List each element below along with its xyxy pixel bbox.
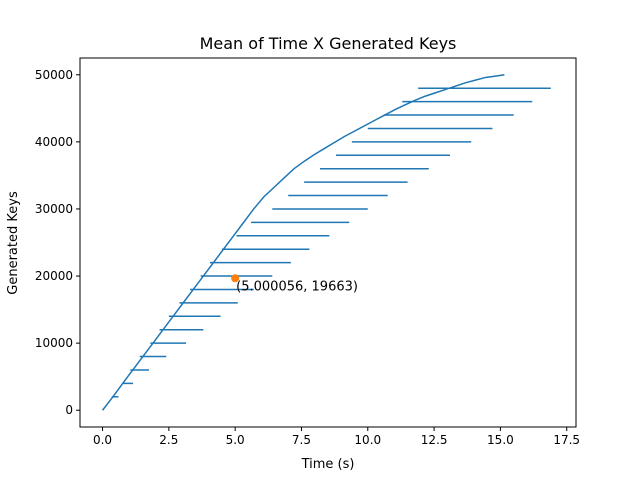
x-tick-label-3: 7.5 [292, 433, 311, 447]
y-tick-label-2: 20000 [35, 269, 73, 283]
y-tick-label-0: 0 [65, 403, 73, 417]
x-tick-label-0: 0.0 [93, 433, 112, 447]
x-axis-label: Time (s) [301, 457, 355, 472]
axes-frame [79, 57, 577, 428]
y-tick-label-5: 50000 [35, 68, 73, 82]
x-tick-label-5: 12.5 [421, 433, 448, 447]
series-line-0 [101, 74, 505, 411]
highlight-marker [231, 274, 240, 283]
highlight-label: (5.000056, 19663) [236, 279, 358, 294]
x-tick-label-6: 15.0 [487, 433, 514, 447]
plot-area: (5.000056, 19663) 0.0 2.5 5.0 7.5 10.0 12.5 15.… [35, 57, 580, 447]
x-tick-label-1: 2.5 [159, 433, 178, 447]
y-tick-label-4: 40000 [35, 135, 73, 149]
y-axis-label: Generated Keys [6, 191, 21, 295]
y-tick-label-3: 30000 [35, 202, 73, 216]
x-tick-label-4: 10.0 [354, 433, 381, 447]
x-tick-label-2: 5.0 [226, 433, 245, 447]
x-tick-label-7: 17.5 [553, 433, 580, 447]
y-tick-label-1: 10000 [35, 336, 73, 350]
chart-title: Mean of Time X Generated Keys [200, 34, 457, 53]
